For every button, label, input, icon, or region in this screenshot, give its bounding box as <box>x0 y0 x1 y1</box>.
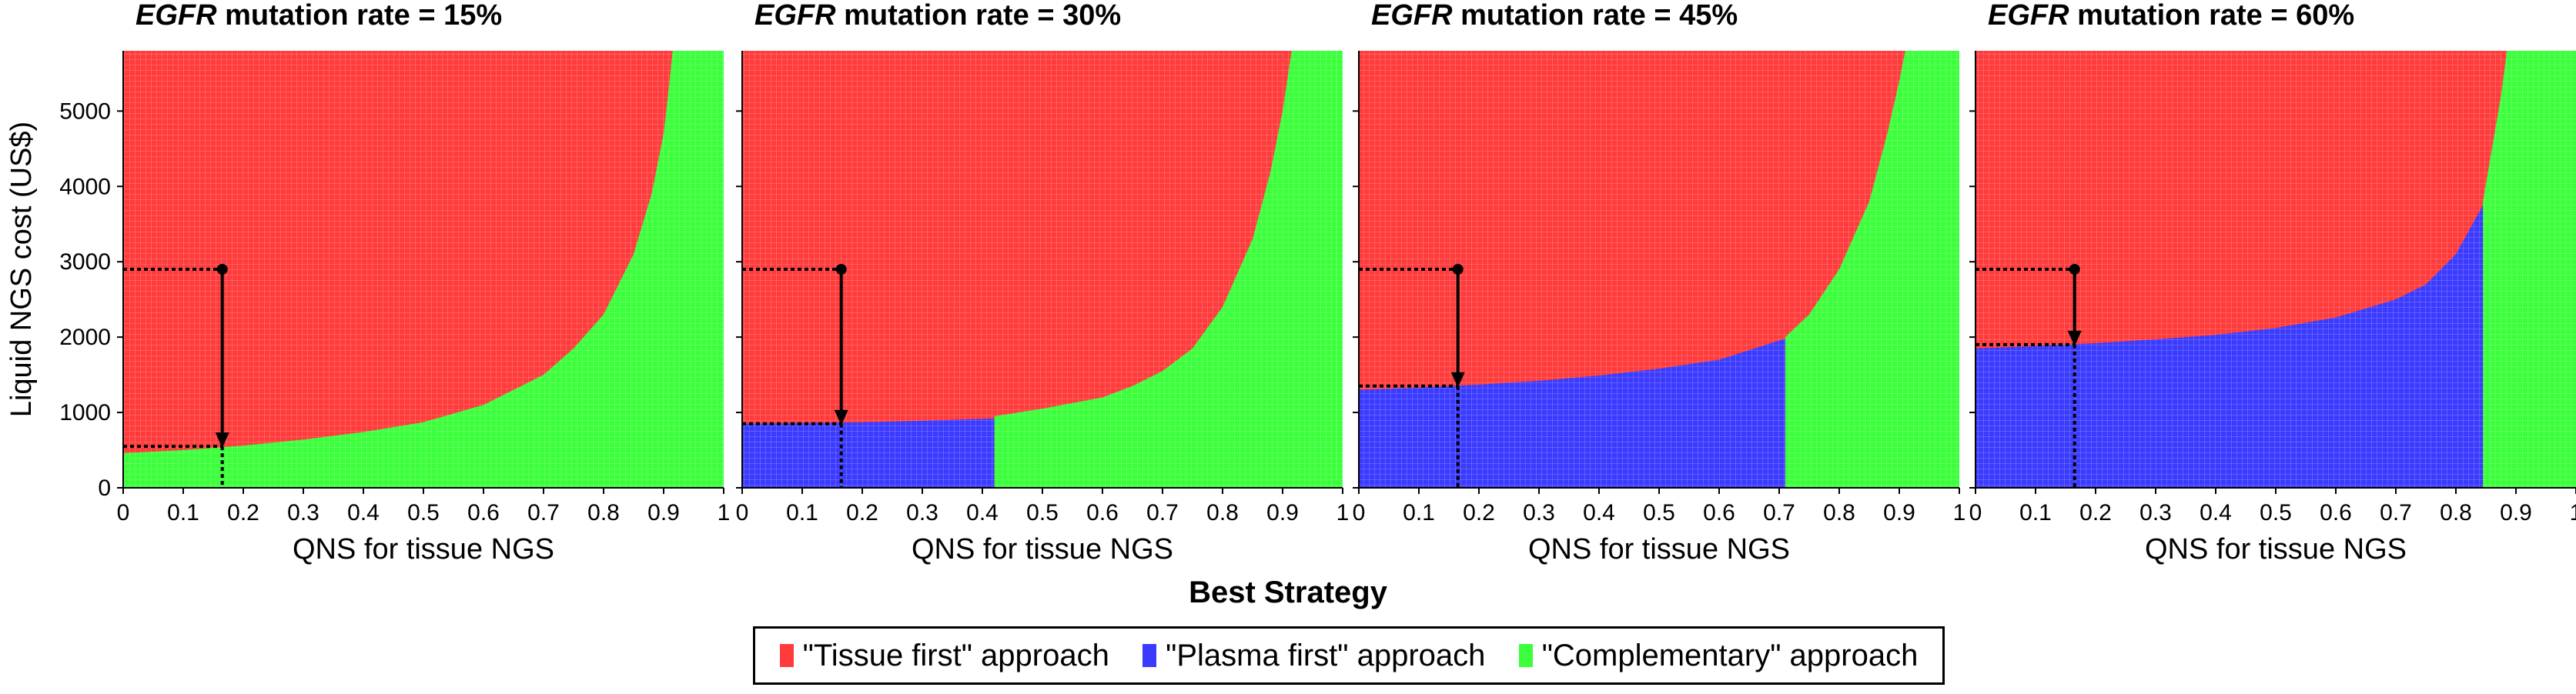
legend: "Tissue first" approach "Plasma first" a… <box>753 626 1945 685</box>
legend-item-tissue-first: "Tissue first" approach <box>779 638 1109 673</box>
panel-title-rest: mutation rate = 15% <box>217 0 503 32</box>
panel-title-gene: EGFR <box>1988 0 2069 32</box>
panel-title-rest: mutation rate = 45% <box>1453 0 1738 32</box>
x-tick-label: 0.1 <box>167 500 199 526</box>
x-tick-label: 0.4 <box>1583 500 1615 526</box>
x-axis-label: QNS for tissue NGS <box>293 533 554 566</box>
panel-title-rest: mutation rate = 30% <box>836 0 1122 32</box>
x-tick-label: 0.2 <box>227 500 259 526</box>
x-tick-label: 0.5 <box>1643 500 1675 526</box>
x-tick-label: 0.6 <box>467 500 500 526</box>
x-tick-label: 0.2 <box>2079 500 2112 526</box>
x-tick-label: 0 <box>736 500 749 526</box>
y-tick-label: 0 <box>98 475 111 501</box>
x-tick-label: 0.1 <box>786 500 818 526</box>
legend-title: Best Strategy <box>1189 576 1387 609</box>
x-tick-label: 0.9 <box>2500 500 2532 526</box>
x-tick-label: 0.1 <box>1403 500 1435 526</box>
panel-title-rest: mutation rate = 60% <box>2069 0 2355 32</box>
x-tick-label: 0.7 <box>527 500 560 526</box>
x-axis-label: QNS for tissue NGS <box>912 533 1173 566</box>
legend-swatch-complementary <box>1518 644 1533 667</box>
x-tick-label: 0.8 <box>2440 500 2472 526</box>
legend-label-complementary: "Complementary" approach <box>1541 638 1919 672</box>
x-tick-label: 0.7 <box>1146 500 1179 526</box>
y-tick-label: 4000 <box>59 174 111 199</box>
legend-item-complementary: "Complementary" approach <box>1518 638 1919 673</box>
y-tick-label: 2000 <box>59 325 111 350</box>
legend-swatch-tissue <box>779 644 794 667</box>
x-tick-label: 0.4 <box>966 500 999 526</box>
x-tick-label: 1 <box>718 500 731 526</box>
x-tick-label: 0.1 <box>2019 500 2052 526</box>
marker-point <box>1452 264 1464 275</box>
y-tick-label: 3000 <box>59 249 111 275</box>
y-axis-label: Liquid NGS cost (US$) <box>5 122 38 417</box>
panel-title: EGFR mutation rate = 30% <box>754 0 1121 32</box>
marker-point <box>835 264 847 275</box>
x-tick-label: 0.7 <box>1763 500 1795 526</box>
panel-4: 0 0.1 0.2 0.3 0.4 0.5 0.6 0.7 0.8 0.9 1 QNS for tis… <box>1969 0 2576 566</box>
panel-title-gene: EGFR <box>135 0 217 32</box>
marker-arrow-head <box>834 409 848 425</box>
x-tick-label: 0.4 <box>347 500 380 526</box>
marker-point <box>216 264 228 275</box>
x-tick-label: 0.6 <box>1086 500 1119 526</box>
x-tick-label: 0.8 <box>1206 500 1239 526</box>
x-tick-label: 0.7 <box>2380 500 2412 526</box>
x-axis-label: QNS for tissue NGS <box>1528 533 1790 566</box>
marker-point <box>2069 264 2080 275</box>
x-tick-label: 0.6 <box>2320 500 2352 526</box>
legend-swatch-plasma <box>1142 644 1157 667</box>
x-tick-label: 0.4 <box>2200 500 2232 526</box>
panel-title: EGFR mutation rate = 60% <box>1988 0 2354 32</box>
x-tick-label: 1 <box>1337 500 1350 526</box>
x-tick-label: 0.9 <box>647 500 680 526</box>
x-tick-label: 0 <box>117 500 130 526</box>
y-tick-label: 5000 <box>59 98 111 124</box>
x-tick-label: 0.8 <box>1823 500 1855 526</box>
panel-title-gene: EGFR <box>1371 0 1453 32</box>
x-tick-label: 0.2 <box>1463 500 1495 526</box>
y-tick-label: 1000 <box>59 400 111 425</box>
x-tick-label: 1 <box>1953 500 1966 526</box>
x-tick-label: 0 <box>1969 500 1982 526</box>
x-tick-label: 0.3 <box>287 500 319 526</box>
panel-1: 0 0.1 0.2 0.3 0.4 0.5 0.6 0.7 0.8 0.9 1 0 1000 2000 30… <box>5 0 730 566</box>
marker-arrow-head <box>2067 330 2082 346</box>
x-axis-label: QNS for tissue NGS <box>2145 533 2407 566</box>
x-tick-label: 0.5 <box>2260 500 2292 526</box>
legend-item-plasma-first: "Plasma first" approach <box>1142 639 1485 673</box>
panel-3: 0 0.1 0.2 0.3 0.4 0.5 0.6 0.7 0.8 0.9 1 QNS for tis… <box>1353 0 1966 566</box>
x-tick-label: 0.8 <box>587 500 620 526</box>
x-tick-label: 0.3 <box>1523 500 1555 526</box>
x-tick-label: 0.6 <box>1703 500 1735 526</box>
legend-label-plasma: "Plasma first" approach <box>1166 638 1486 672</box>
x-tick-label: 0.2 <box>846 500 878 526</box>
x-tick-label: 1 <box>2570 500 2576 526</box>
x-tick-label: 0.3 <box>906 500 938 526</box>
panel-2: 0 0.1 0.2 0.3 0.4 0.5 0.6 0.7 0.8 0.9 1 QNS for tis… <box>736 0 1350 566</box>
x-tick-label: 0.9 <box>1266 500 1299 526</box>
x-tick-label: 0.9 <box>1883 500 1915 526</box>
marker-arrow-head <box>215 432 229 449</box>
panel-title: EGFR mutation rate = 45% <box>1371 0 1738 32</box>
legend-label-tissue: "Tissue first" approach <box>802 638 1109 672</box>
x-tick-label: 0.3 <box>2139 500 2172 526</box>
x-tick-label: 0.5 <box>1026 500 1059 526</box>
panel-title-gene: EGFR <box>754 0 836 32</box>
x-tick-label: 0 <box>1353 500 1366 526</box>
marker-arrow-head <box>1450 372 1465 388</box>
panel-title: EGFR mutation rate = 15% <box>135 0 502 32</box>
x-tick-label: 0.5 <box>407 500 440 526</box>
